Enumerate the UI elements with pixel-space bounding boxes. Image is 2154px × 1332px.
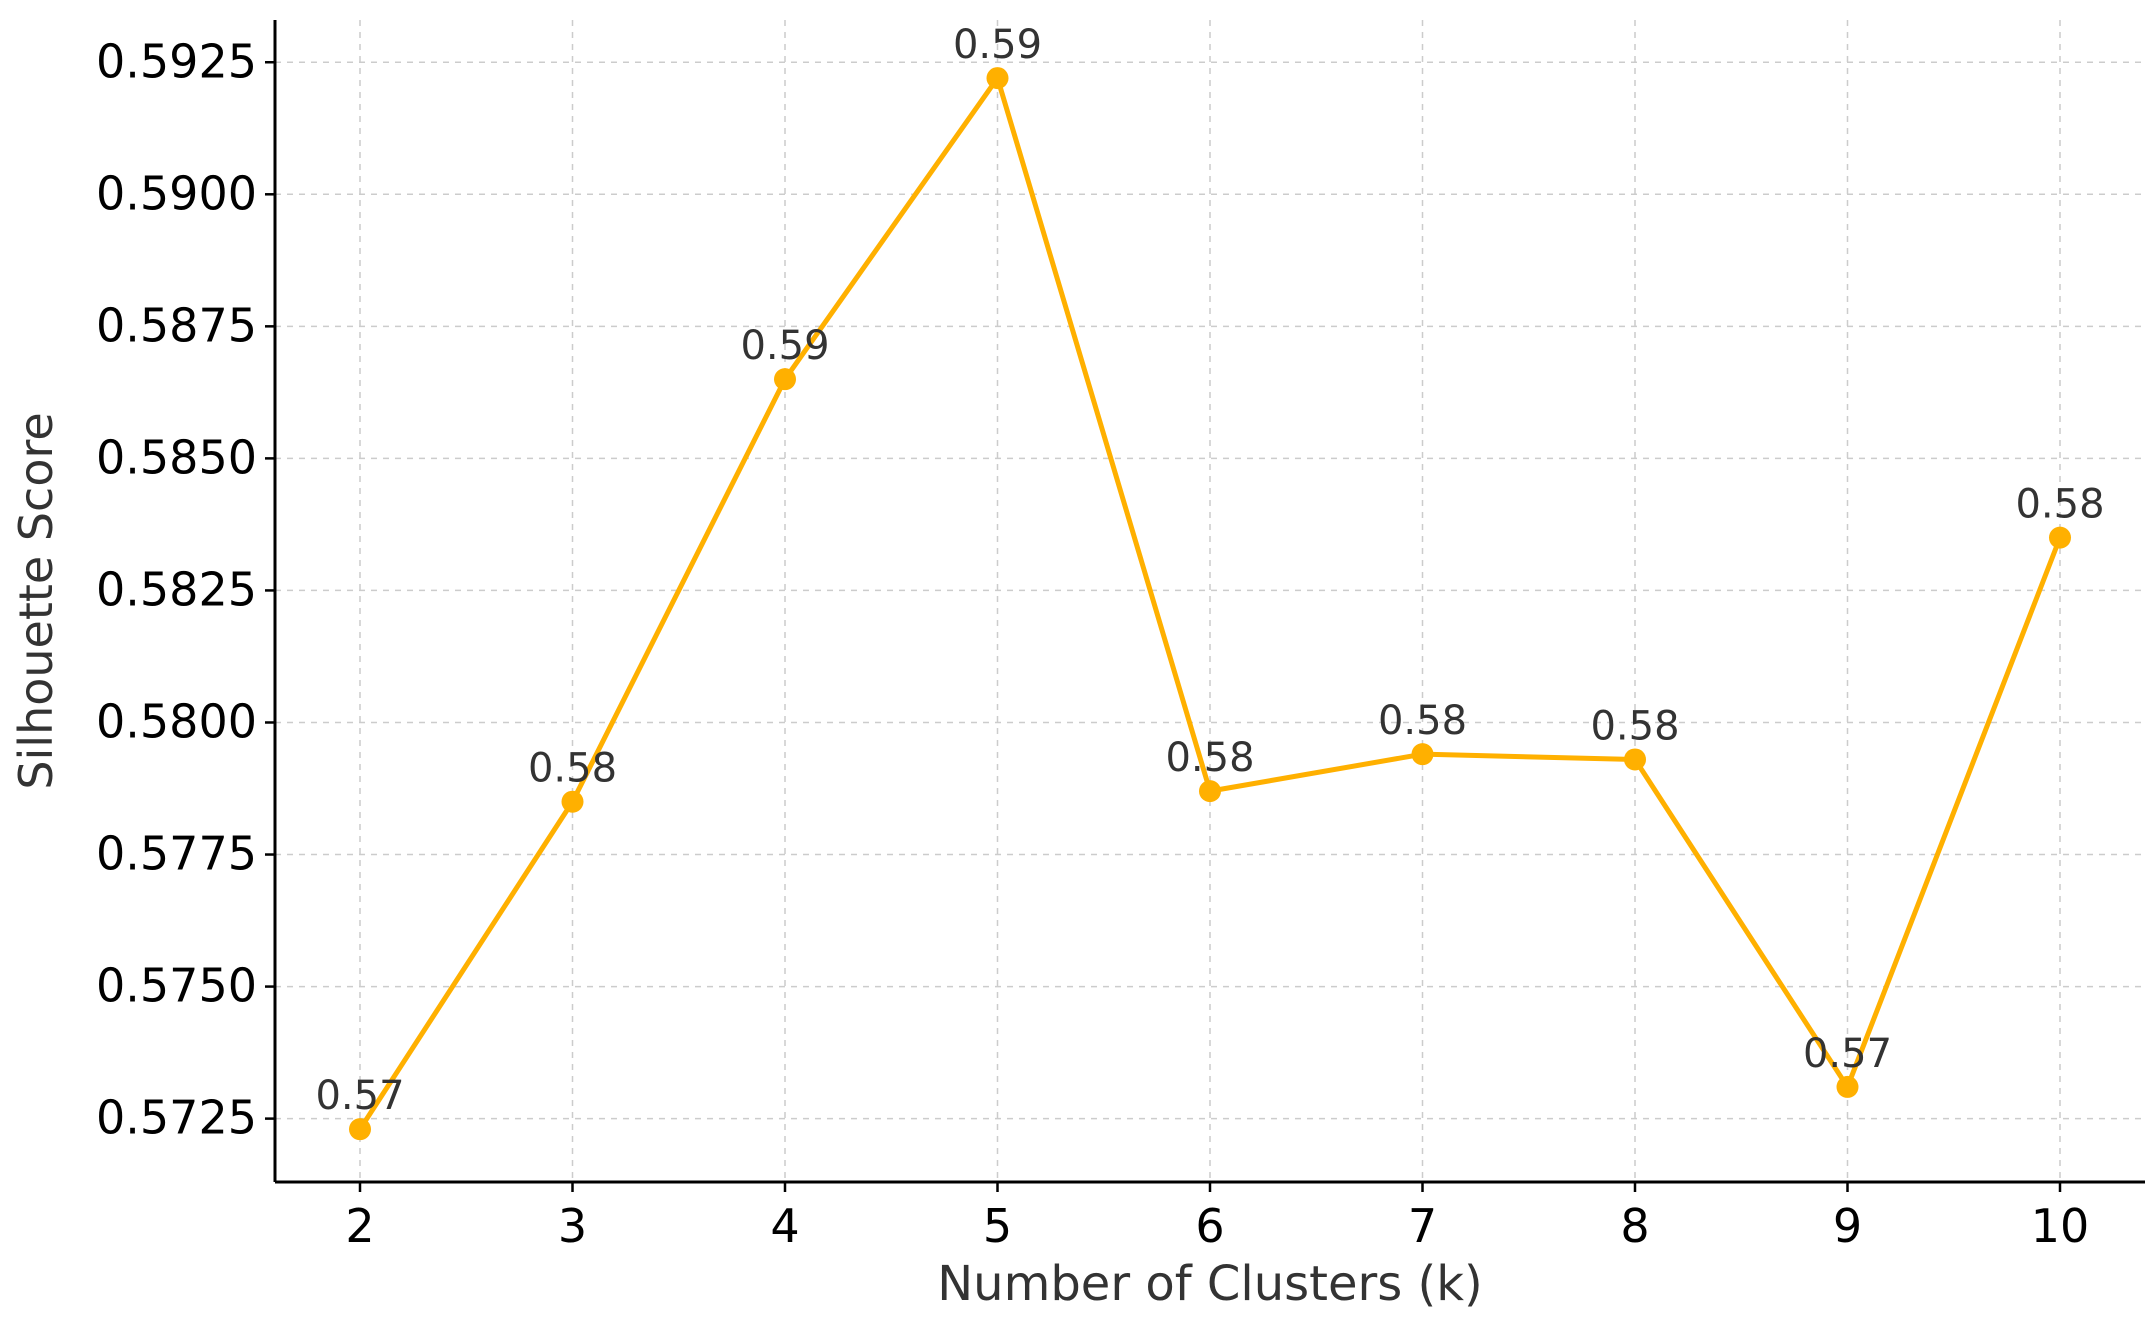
data-point [2049,526,2071,549]
data-label: 0.58 [1378,698,1467,744]
y-tick-label: 0.5875 [96,298,257,352]
y-axis-title: Silhouette Score [9,412,63,789]
series-layer [349,67,2071,1141]
y-tick-label: 0.5750 [96,959,257,1013]
x-tick-label: 4 [770,1199,799,1253]
x-tick-label: 6 [1195,1199,1224,1253]
data-label: 0.57 [1803,1031,1892,1077]
data-label: 0.59 [953,22,1042,68]
y-tick-label: 0.5725 [96,1091,257,1145]
x-axis-title: Number of Clusters (k) [937,1256,1482,1312]
data-label: 0.58 [2015,482,2104,528]
data-point [1411,743,1434,766]
x-tick-label: 5 [983,1199,1012,1253]
data-label: 0.58 [528,746,617,792]
data-label: 0.58 [1590,703,1679,749]
x-tick-label: 10 [2031,1199,2090,1253]
data-point [986,67,1009,90]
tick-layer: 0.57250.57500.57750.58000.58250.58500.58… [96,34,2089,1253]
data-point [774,368,796,391]
x-tick-label: 3 [558,1199,587,1253]
grid-layer [275,20,2145,1182]
data-label-layer: 0.57 0.58 0.59 0.59 0.58 0.58 0.58 0.57 0.58 [315,22,2104,1119]
y-tick-label: 0.5775 [96,827,257,881]
y-tick-label: 0.5850 [96,430,257,484]
data-label: 0.58 [1165,735,1254,781]
data-point [1836,1075,1859,1098]
y-tick-label: 0.5900 [96,166,257,220]
data-label: 0.59 [740,323,829,369]
x-tick-label: 7 [1408,1199,1437,1253]
x-tick-label: 2 [345,1199,374,1253]
data-point [561,790,584,813]
x-tick-label: 9 [1833,1199,1862,1253]
data-point [349,1118,371,1141]
data-point [1199,780,1221,803]
x-tick-label: 8 [1620,1199,1649,1253]
y-tick-label: 0.5800 [96,694,257,748]
data-point [1624,748,1646,771]
y-tick-label: 0.5925 [96,34,257,88]
y-tick-label: 0.5825 [96,562,257,616]
data-label: 0.57 [315,1073,404,1119]
